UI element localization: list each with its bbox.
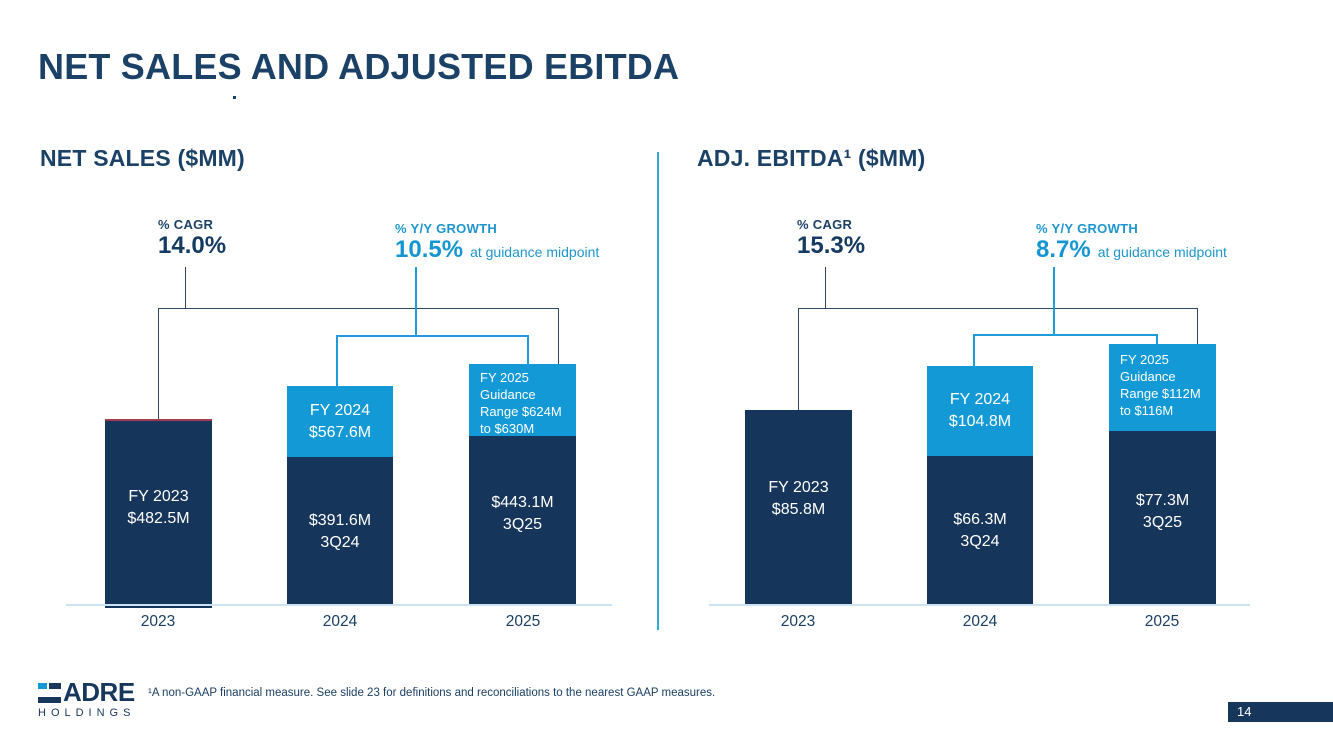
adj-ebitda-bar-2023: FY 2023 $85.8M [745,410,852,606]
net-sales-bar-2024-bottom: $391.6M 3Q24 [287,457,393,606]
adj-ebitda-yoy-row: 8.7% at guidance midpoint [1036,236,1227,264]
net-sales-header: NET SALES ($MM) [40,145,245,171]
page-number-badge: 14 [1228,702,1333,722]
title-period-dot [233,96,236,99]
adj-ebitda-xlabel-2024: 2024 [962,613,998,630]
net-sales-yoy-drop-right [527,335,529,364]
net-sales-bar-2023-label: FY 2023 $482.5M [127,487,190,527]
adj-ebitda-header: ADJ. EBITDA¹ ($MM) [697,145,926,171]
adj-ebitda-yoy-drop-left [973,334,975,366]
net-sales-bar-2024-top-label: FY 2024 $567.6M [308,401,372,441]
adj-ebitda-bar-2024-top-label: FY 2024 $104.8M [948,391,1012,430]
adj-ebitda-bar-2025-bottom: $77.3M 3Q25 [1109,431,1216,606]
net-sales-bar-2025-top-label: FY 2025 Guidance Range $624M to $630M [480,370,562,436]
adj-ebitda-bar-2025-top: FY 2025 Guidance Range $112M to $116M [1109,344,1216,431]
net-sales-axis [66,604,612,606]
cadre-logo-c-icon [38,683,61,703]
net-sales-xlabel-2025: 2025 [505,613,541,630]
adj-ebitda-cagr-connector [825,267,826,309]
net-sales-yoy-suffix: at guidance midpoint [470,244,600,260]
adj-ebitda-bar-2023-label: FY 2023 $85.8M [768,479,829,518]
net-sales-cagr-label: % CAGR [158,217,214,232]
adj-ebitda-yoy-bracket [973,334,1158,336]
adj-ebitda-axis [709,604,1250,606]
net-sales-bar-2024-bottom-label: $391.6M 3Q24 [308,511,372,551]
adj-ebitda-xlabel-2025: 2025 [1144,613,1180,630]
net-sales-cagr-value: 14.0% [158,232,227,259]
adj-ebitda-bar-2025-top-label: FY 2025 Guidance Range $112M to $116M [1120,352,1201,418]
adj-ebitda-cagr-value: 15.3% [797,232,866,259]
adj-ebitda-yoy-value: 8.7% [1036,236,1091,263]
adj-ebitda-bar-2024-top: FY 2024 $104.8M [927,366,1033,456]
adj-ebitda-cagr-bracket [798,308,1198,309]
net-sales-yoy-value: 10.5% [395,236,464,263]
page-title: NET SALES AND ADJUSTED EBITDA [38,46,680,87]
panel-divider [657,152,659,630]
net-sales-cagr-connector [185,267,186,309]
net-sales-xlabel-2024: 2024 [322,613,358,630]
net-sales-yoy-drop-left [336,335,338,386]
cadre-logo-letters: ADRE [63,677,135,707]
adj-ebitda-yoy-suffix: at guidance midpoint [1097,244,1227,260]
adj-ebitda-cagr-label: % CAGR [797,217,853,232]
adj-ebitda-yoy-connector [1053,267,1055,334]
net-sales-xlabel-2023: 2023 [140,613,176,630]
adj-ebitda-yoy-drop-right [1156,334,1158,344]
adj-ebitda-bar-2024-bottom: $66.3M 3Q24 [927,456,1033,606]
net-sales-bar-2025-top: FY 2025 Guidance Range $624M to $630M [469,364,576,436]
net-sales-cagr-drop-left [158,308,159,419]
net-sales-cagr-drop-right [558,308,559,364]
net-sales-yoy-bracket [336,335,529,337]
footnote: ¹A non-GAAP financial measure. See slide… [148,687,716,699]
net-sales-bar-2024-top: FY 2024 $567.6M [287,386,393,457]
adj-ebitda-yoy-label: % Y/Y GROWTH [1036,221,1139,236]
net-sales-bar-2023: FY 2023 $482.5M [105,419,212,608]
net-sales-bar-2025-bottom: $443.1M 3Q25 [469,436,576,606]
net-sales-cagr-bracket [158,308,559,309]
net-sales-bar-2025-bottom-label: $443.1M 3Q25 [491,494,554,533]
adj-ebitda-xlabel-2023: 2023 [780,613,816,630]
net-sales-yoy-row: 10.5% at guidance midpoint [395,236,599,264]
net-sales-yoy-label: % Y/Y GROWTH [395,221,498,236]
adj-ebitda-cagr-drop-right [1197,308,1198,344]
cadre-logo: ADRE HOLDINGS [38,677,136,719]
adj-ebitda-bar-2024-bottom-label: $66.3M 3Q24 [953,511,1007,550]
adj-ebitda-cagr-drop-left [798,308,799,410]
cadre-logo-holdings: HOLDINGS [38,707,136,719]
adj-ebitda-bar-2025-bottom-label: $77.3M 3Q25 [1135,491,1190,531]
net-sales-yoy-connector [415,267,417,335]
